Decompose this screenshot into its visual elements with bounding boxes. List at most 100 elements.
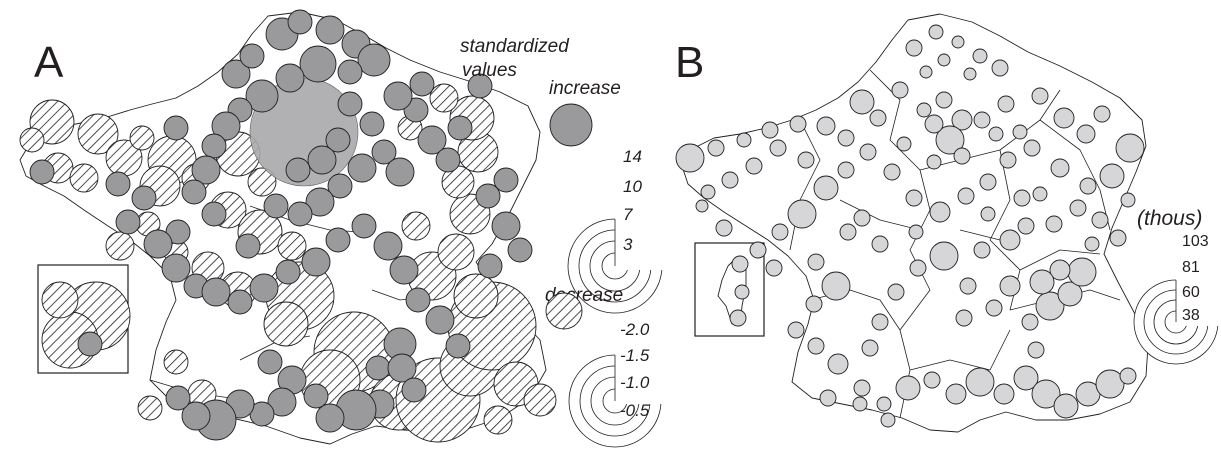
city-bubble <box>729 309 747 327</box>
decrease-bubble <box>453 273 499 319</box>
city-bubble <box>1057 281 1083 307</box>
city-bubble <box>1050 158 1070 178</box>
city-bubble <box>1027 341 1045 359</box>
city-bubble <box>1032 186 1048 202</box>
city-bubble <box>813 175 839 201</box>
city-bubble <box>999 275 1021 297</box>
increase-bubble <box>163 115 189 141</box>
increase-bubble <box>327 173 353 199</box>
city-bubble <box>880 412 896 428</box>
city-bubble <box>1079 177 1097 195</box>
city-bubble <box>924 114 944 134</box>
city-bubble <box>1109 229 1127 247</box>
city-bubble <box>993 383 1015 405</box>
increase-bubble <box>249 273 279 303</box>
decrease-bubble <box>483 405 513 435</box>
city-bubble <box>1017 217 1035 235</box>
increase-bubble <box>303 383 329 409</box>
city-bubble <box>787 199 817 229</box>
city-bubble <box>769 139 787 157</box>
city-bubble <box>1049 259 1071 281</box>
panel-b: B (thous) <box>675 13 1221 433</box>
corsica-inset-box-b <box>694 242 765 337</box>
increase-bubble <box>201 201 227 227</box>
city-bubble <box>807 337 825 355</box>
city-bubble <box>999 229 1021 251</box>
increase-bubble <box>305 187 335 217</box>
region-border-b9 <box>1039 119 1111 231</box>
city-bubble <box>797 151 815 169</box>
decrease-bubble <box>401 211 431 241</box>
decrease-bubble <box>277 231 307 261</box>
city-bubble <box>953 147 971 165</box>
city-bubble <box>839 223 857 241</box>
city-bubble <box>771 223 789 241</box>
city-bubble <box>861 339 879 357</box>
decrease-bubble <box>429 83 459 113</box>
increase-bubble <box>445 333 471 359</box>
city-bubble <box>853 379 871 397</box>
panel-b-letter: B <box>675 38 704 87</box>
legend-b-tick-38: 38 <box>1182 307 1200 324</box>
increase-bubble <box>275 63 305 93</box>
increase-bubble <box>307 145 337 175</box>
city-bubble <box>876 396 892 412</box>
increase-bubble <box>239 43 265 69</box>
city-bubble <box>929 201 951 223</box>
city-bubble <box>736 132 752 148</box>
city-bubble <box>905 189 923 207</box>
city-bubble <box>963 67 977 81</box>
increase-bubble <box>301 247 331 277</box>
city-bubble <box>1091 211 1109 229</box>
city-bubble <box>895 375 921 401</box>
increase-bubble <box>299 45 337 83</box>
legend-b: (thous) 103 81 60 38 <box>1133 207 1221 365</box>
city-bubble <box>1031 379 1061 409</box>
city-bubble <box>837 161 855 179</box>
city-bubble <box>965 367 995 397</box>
increase-bubble <box>315 403 345 433</box>
increase-bubble <box>211 111 241 141</box>
city-bubble <box>1021 313 1039 331</box>
city-bubble <box>896 136 912 152</box>
region-border-b8 <box>909 329 1011 371</box>
city-bubble <box>905 39 923 57</box>
increase-bubble <box>257 349 283 375</box>
increase-bubble <box>315 15 345 45</box>
increase-bubble <box>105 171 131 197</box>
city-bubble <box>909 259 927 277</box>
increase-bubble <box>131 185 157 211</box>
city-bubble <box>959 277 977 295</box>
decrease-bubble <box>437 233 475 271</box>
city-bubble <box>1045 215 1063 233</box>
city-bubble <box>837 129 855 147</box>
legend-b-tick-103: 103 <box>1182 233 1209 250</box>
city-bubble <box>761 121 779 139</box>
city-bubble <box>951 35 965 49</box>
france-outline-b <box>681 13 1149 433</box>
legend-b-title: (thous) <box>1137 207 1202 230</box>
city-bubble <box>1095 369 1125 399</box>
legend-increase-label: increase <box>549 78 621 99</box>
increase-bubble <box>389 255 419 285</box>
city-bubble <box>937 53 951 67</box>
increase-bubble <box>351 213 377 239</box>
increase-bubble <box>285 157 311 183</box>
city-bubble <box>765 259 783 277</box>
city-bubble <box>1093 105 1111 123</box>
increase-bubble <box>435 147 461 173</box>
increase-bubble <box>385 157 415 187</box>
decrease-bubble <box>523 383 557 417</box>
region-border-b10 <box>839 199 921 231</box>
increase-bubble <box>387 353 417 383</box>
city-bubble <box>891 81 909 99</box>
increase-bubble <box>115 209 141 235</box>
city-bubble <box>1120 192 1136 208</box>
city-bubble <box>871 313 889 331</box>
decrease-bubble <box>263 301 309 347</box>
legend-b-tick-81: 81 <box>1182 259 1200 276</box>
city-bubble <box>973 111 991 129</box>
bubble-layer-a <box>19 9 557 443</box>
increase-bubble <box>365 355 391 381</box>
